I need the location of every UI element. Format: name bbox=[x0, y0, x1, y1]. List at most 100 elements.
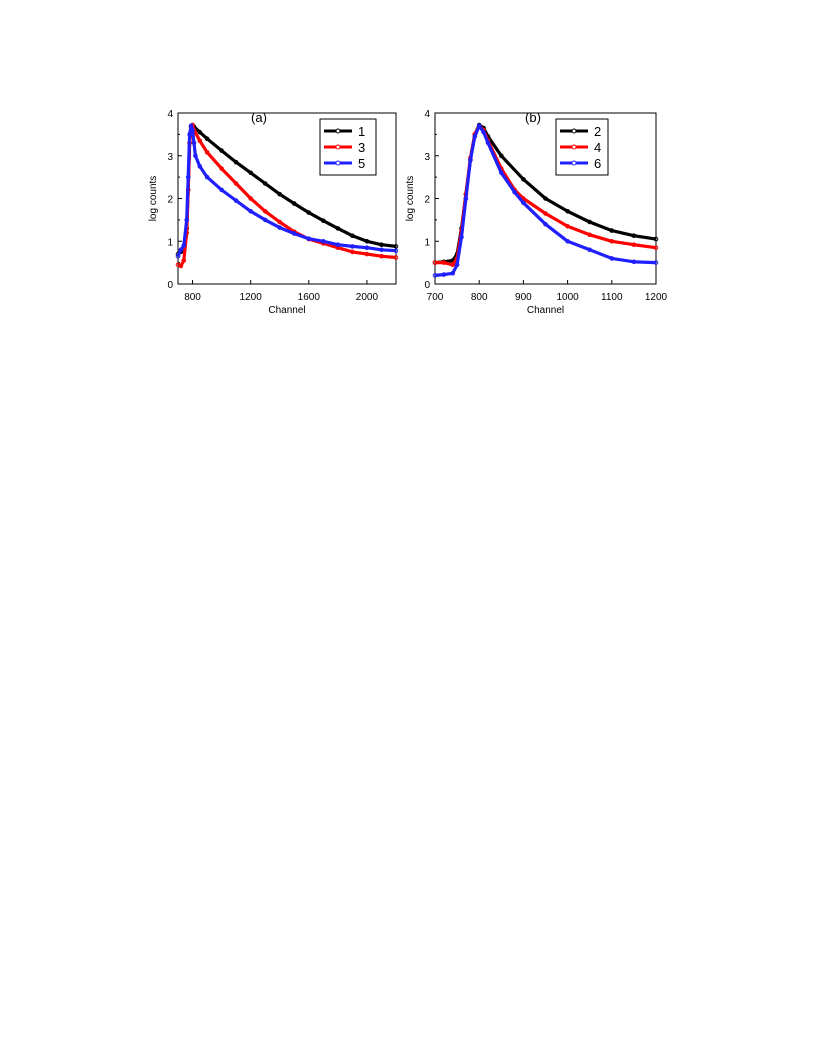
data-point-4 bbox=[609, 239, 615, 244]
data-point-4 bbox=[587, 232, 593, 238]
x-tick-label: 1200 bbox=[645, 292, 668, 303]
data-point-1 bbox=[233, 159, 239, 165]
data-point-6 bbox=[476, 123, 482, 129]
panel-label: (a) bbox=[251, 110, 267, 125]
data-point-3 bbox=[181, 258, 187, 263]
data-point-2 bbox=[609, 228, 615, 233]
data-point-5 bbox=[277, 225, 283, 230]
data-point-5 bbox=[292, 231, 297, 236]
data-point-3 bbox=[197, 138, 203, 144]
data-point-6 bbox=[485, 140, 491, 146]
data-point-1 bbox=[335, 226, 341, 231]
data-point-6 bbox=[609, 256, 615, 261]
data-point-5 bbox=[184, 217, 189, 223]
data-point-5 bbox=[185, 174, 191, 180]
data-point-4 bbox=[441, 260, 447, 265]
data-point-5 bbox=[364, 245, 370, 250]
data-point-3 bbox=[262, 209, 268, 214]
data-point-6 bbox=[565, 239, 570, 244]
data-point-5 bbox=[187, 132, 192, 137]
data-point-1 bbox=[306, 210, 312, 215]
legend-marker-6 bbox=[571, 160, 577, 166]
data-point-6 bbox=[512, 189, 517, 195]
data-point-1 bbox=[292, 201, 297, 206]
series-line-5 bbox=[176, 124, 397, 257]
data-point-4 bbox=[565, 224, 570, 229]
data-point-1 bbox=[393, 244, 399, 249]
data-point-6 bbox=[432, 273, 438, 278]
data-point-6 bbox=[450, 271, 456, 276]
data-point-4 bbox=[432, 260, 438, 265]
legend-label-2: 2 bbox=[594, 124, 601, 139]
data-point-2 bbox=[499, 153, 504, 159]
y-tick-label: 2 bbox=[424, 195, 430, 206]
x-tick-label: 2000 bbox=[356, 292, 379, 303]
data-point-1 bbox=[350, 233, 355, 238]
data-point-1 bbox=[248, 170, 253, 176]
data-point-3 bbox=[277, 219, 283, 225]
data-point-3 bbox=[350, 249, 355, 255]
data-point-5 bbox=[306, 236, 312, 241]
data-point-2 bbox=[587, 219, 593, 225]
y-tick-label: 2 bbox=[167, 195, 173, 206]
y-tick-label: 3 bbox=[424, 152, 430, 163]
data-point-5 bbox=[191, 140, 197, 146]
data-point-1 bbox=[204, 136, 210, 141]
data-point-5 bbox=[204, 174, 210, 180]
data-point-1 bbox=[379, 242, 384, 247]
series-line-6 bbox=[434, 124, 657, 277]
data-point-2 bbox=[565, 209, 570, 214]
x-tick-label: 900 bbox=[515, 292, 532, 303]
x-axis-label: Channel bbox=[527, 305, 564, 316]
data-point-5 bbox=[262, 217, 268, 223]
x-tick-label: 800 bbox=[471, 292, 488, 303]
data-point-6 bbox=[468, 157, 473, 163]
legend-marker-5 bbox=[335, 160, 341, 166]
y-tick-label: 1 bbox=[167, 237, 173, 248]
legend-label-1: 1 bbox=[358, 124, 365, 139]
data-point-2 bbox=[521, 177, 526, 182]
x-tick-label: 1100 bbox=[601, 292, 623, 303]
x-tick-label: 1600 bbox=[298, 292, 321, 303]
data-point-6 bbox=[472, 134, 478, 139]
data-point-3 bbox=[204, 150, 210, 155]
y-tick-label: 0 bbox=[167, 280, 173, 291]
data-point-4 bbox=[543, 211, 548, 216]
data-point-5 bbox=[175, 253, 181, 259]
y-tick-label: 3 bbox=[167, 152, 173, 163]
data-point-5 bbox=[379, 247, 384, 253]
data-point-5 bbox=[193, 153, 198, 159]
data-point-1 bbox=[219, 148, 224, 153]
data-point-2 bbox=[653, 236, 659, 242]
data-point-4 bbox=[653, 245, 659, 250]
data-point-6 bbox=[481, 129, 486, 135]
data-point-5 bbox=[188, 123, 194, 129]
data-point-2 bbox=[631, 233, 637, 238]
legend-marker-4 bbox=[571, 144, 577, 150]
data-point-5 bbox=[321, 239, 326, 244]
panel-label: (b) bbox=[525, 110, 541, 125]
data-point-5 bbox=[219, 187, 224, 193]
data-point-6 bbox=[454, 262, 460, 268]
y-axis-label: log counts bbox=[405, 176, 416, 222]
data-point-6 bbox=[543, 221, 548, 227]
data-point-5 bbox=[233, 198, 239, 203]
data-point-3 bbox=[248, 196, 253, 201]
data-point-5 bbox=[190, 127, 195, 133]
y-tick-label: 4 bbox=[424, 109, 430, 120]
legend-marker-1 bbox=[335, 128, 341, 134]
data-point-1 bbox=[277, 191, 283, 197]
data-point-5 bbox=[350, 244, 355, 249]
data-point-5 bbox=[248, 209, 253, 214]
data-point-6 bbox=[587, 247, 593, 253]
data-point-1 bbox=[262, 181, 268, 186]
x-tick-label: 1200 bbox=[240, 292, 263, 303]
data-point-3 bbox=[393, 255, 399, 260]
data-point-5 bbox=[335, 242, 341, 247]
data-point-6 bbox=[441, 272, 447, 277]
data-point-3 bbox=[178, 263, 184, 269]
series-line-4 bbox=[435, 124, 657, 267]
y-axis-label: log counts bbox=[148, 176, 159, 222]
data-point-6 bbox=[463, 196, 469, 201]
data-point-6 bbox=[521, 200, 526, 206]
